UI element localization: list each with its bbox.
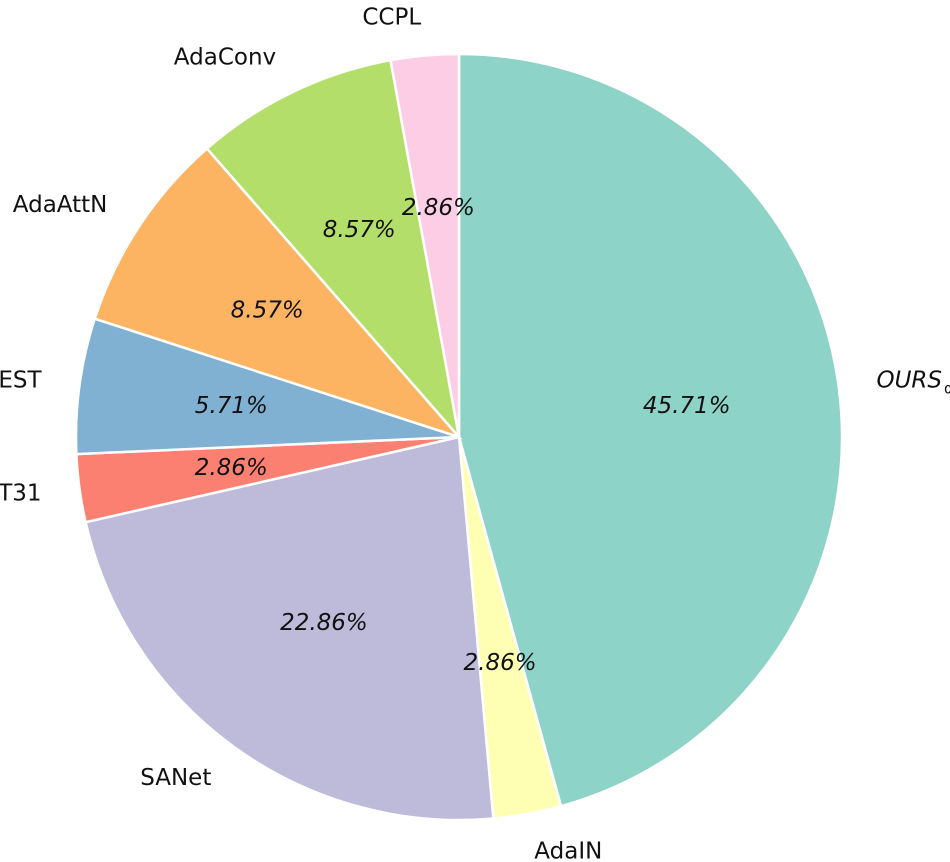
slice-percent-adaattn: 8.57%: [231, 297, 304, 323]
slice-percent-sanet: 22.86%: [280, 610, 368, 636]
slice-percent-ours: 45.71%: [643, 393, 731, 419]
slice-label-adaattn: AdaAttN: [13, 192, 108, 218]
pie-slice-adaattn: [93, 146, 463, 440]
slice-label-adain: AdaIN: [534, 839, 602, 862]
slice-percent-adain: 2.86%: [464, 650, 537, 676]
pie-slice-adaconv: [205, 58, 462, 442]
pie-slice-iest: [74, 317, 460, 456]
slice-label-lst31: LST31: [0, 480, 42, 506]
pie-slices: [74, 52, 844, 822]
slice-percent-adaconv: 8.57%: [323, 217, 396, 243]
slice-label-iest: IEST: [0, 367, 42, 393]
slice-percent-iest: 5.71%: [195, 393, 268, 419]
slice-percent-lst31: 2.86%: [195, 455, 268, 481]
slice-label-sanet: SANet: [140, 765, 211, 791]
slice-label-ccpl: CCPL: [362, 4, 421, 30]
slice-label-adaconv: AdaConv: [174, 44, 276, 70]
pie-slice-ours: [457, 52, 844, 808]
slice-percent-ccpl: 2.86%: [402, 195, 475, 221]
pie-slice-ccpl: [389, 52, 461, 438]
pie-slice-sanet: [84, 435, 495, 822]
